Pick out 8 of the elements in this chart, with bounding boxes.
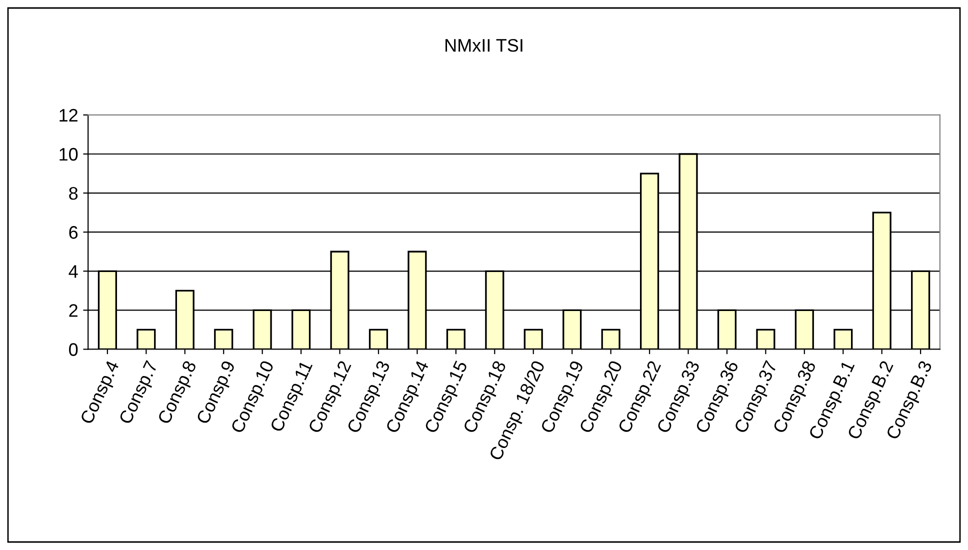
y-tick-label: 8 [69, 186, 78, 200]
chart-title: NMxII TSI [446, 38, 522, 52]
y-tick-label: 2 [69, 304, 78, 317]
y-tick-label: 0 [69, 343, 78, 356]
y-tick-label: 4 [68, 265, 78, 278]
y-tick-label: 6 [69, 226, 78, 239]
y-tick-label: 10 [60, 148, 78, 161]
y-tick-label: 12 [60, 108, 78, 122]
